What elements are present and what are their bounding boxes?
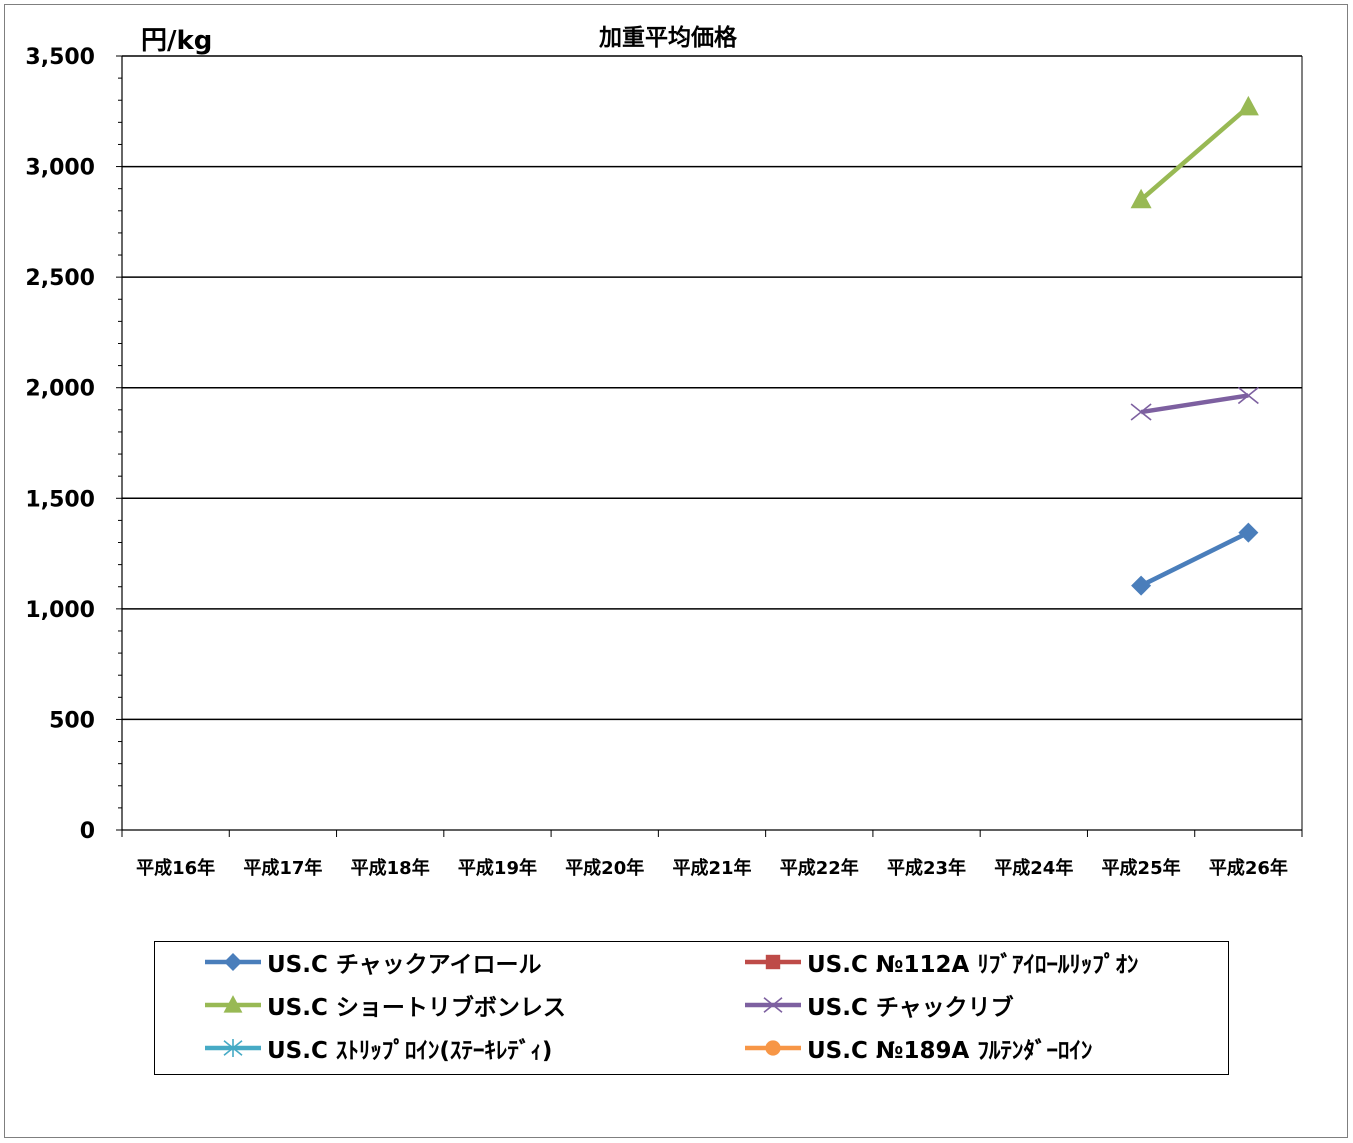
data-point-x-stroke <box>1130 403 1152 421</box>
y-tick-label: 1,000 <box>25 598 95 623</box>
series-lines <box>1130 95 1259 596</box>
legend: US.C チャックアイロール US.C №112A ﾘﾌﾞｱｲﾛｰﾙﾘｯﾌﾟｵﾝ U… <box>154 941 1229 1075</box>
legend-label: US.C №189A ﾌﾙﾃﾝﾀﾞｰﾛｲﾝ <box>807 1038 1093 1064</box>
data-point-circle <box>765 1040 781 1056</box>
legend-label: US.C ｽﾄﾘｯﾌﾟﾛｲﾝ(ｽﾃｰｷﾚﾃﾞｨ) <box>267 1038 553 1064</box>
data-point-triangle <box>1130 188 1152 209</box>
legend-item: US.C №112A ﾘﾌﾞｱｲﾛｰﾙﾘｯﾌﾟｵﾝ <box>743 945 1138 979</box>
x-tick-label: 平成18年 <box>351 857 430 879</box>
series-group <box>1130 95 1259 209</box>
y-tick-label: 1,500 <box>25 487 95 512</box>
legend-label: US.C ショートリブボンレス <box>267 995 566 1021</box>
data-point-x <box>763 997 783 1013</box>
data-point-x <box>1130 403 1152 421</box>
data-point-diamond <box>1238 522 1259 543</box>
x-tick-label: 平成21年 <box>672 857 751 879</box>
x-tick-label: 平成23年 <box>887 857 966 879</box>
legend-label: US.C チャックアイロール <box>267 952 542 978</box>
x-tick-label: 平成20年 <box>565 857 644 879</box>
legend-swatch <box>205 953 261 971</box>
y-tick-label: 500 <box>49 708 95 733</box>
y-axis-unit-label: 円/kg <box>141 26 212 56</box>
series-line <box>1140 393 1249 415</box>
legend-item: US.C チャックアイロール <box>203 945 542 979</box>
y-tick-label: 3,500 <box>25 45 95 70</box>
data-point-x-stroke <box>1237 386 1259 405</box>
legend-item: US.C ｽﾄﾘｯﾌﾟﾛｲﾝ(ｽﾃｰｷﾚﾃﾞｨ) <box>203 1031 552 1065</box>
legend-item: US.C チャックリブ <box>743 988 1014 1022</box>
data-point-diamond <box>1131 575 1152 596</box>
series-line <box>1139 105 1250 202</box>
x-tick-label: 平成24年 <box>994 857 1073 879</box>
legend-swatch <box>205 995 261 1013</box>
series-group <box>1130 386 1259 421</box>
series-line <box>1140 530 1250 588</box>
series-group <box>1131 522 1259 596</box>
data-point-triangle <box>223 995 243 1013</box>
data-point-x <box>1237 386 1259 405</box>
legend-item: US.C ショートリブボンレス <box>203 988 566 1022</box>
y-tick-label: 3,000 <box>25 156 95 181</box>
y-tick-label: 2,500 <box>25 266 95 291</box>
legend-swatch <box>745 997 801 1013</box>
gridlines <box>122 55 1302 721</box>
x-tick-label: 平成19年 <box>458 857 537 879</box>
x-tick-label: 平成16年 <box>136 857 215 879</box>
x-tick-label: 平成22年 <box>780 857 859 879</box>
y-tick-label: 2,000 <box>25 377 95 402</box>
data-point-x-stroke <box>763 997 783 1013</box>
data-point-star <box>223 1039 243 1057</box>
x-tick-label: 平成26年 <box>1209 857 1288 879</box>
legend-swatch <box>745 1040 801 1056</box>
legend-label: US.C チャックリブ <box>807 995 1014 1021</box>
y-tick-label: 0 <box>80 819 95 844</box>
axes: 0 500 1,000 1,500 2,000 2,500 3,000 3,500 平成16年 平… <box>25 45 1303 879</box>
chart-title: 加重平均価格 <box>598 24 738 51</box>
x-tick-label: 平成17年 <box>243 857 322 879</box>
legend-item: US.C №189A ﾌﾙﾃﾝﾀﾞｰﾛｲﾝ <box>743 1031 1092 1065</box>
legend-label: US.C №112A ﾘﾌﾞｱｲﾛｰﾙﾘｯﾌﾟｵﾝ <box>807 952 1139 978</box>
legend-swatch <box>745 954 801 970</box>
data-point-triangle <box>1237 95 1259 116</box>
x-tick-label: 平成25年 <box>1102 857 1181 879</box>
legend-swatch <box>205 1039 261 1057</box>
data-point-diamond <box>224 953 242 971</box>
data-point-square <box>765 954 781 970</box>
